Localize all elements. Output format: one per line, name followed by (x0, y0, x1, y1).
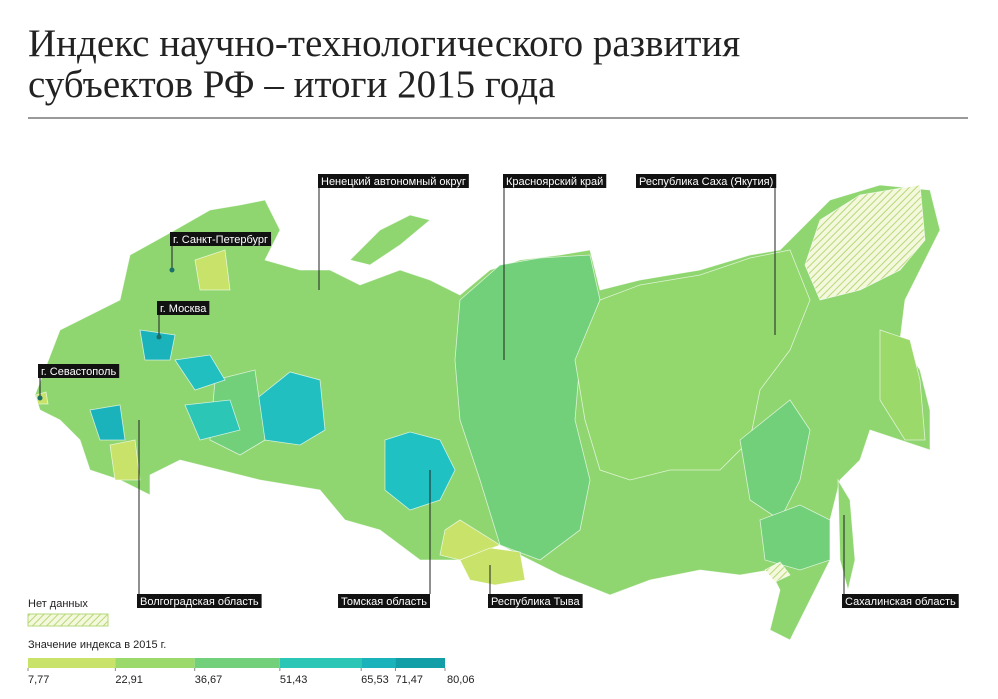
callout-label: г. Москва (160, 303, 207, 315)
scale-label: 80,06 (447, 674, 475, 686)
region (879, 329, 926, 441)
no-data-label: Нет данных (28, 598, 88, 610)
callout-label: Красноярский край (506, 176, 603, 188)
scale-title: Значение индекса в 2015 г. (28, 639, 166, 651)
no-data-swatch (27, 613, 109, 627)
region (194, 249, 231, 291)
callout-label: г. Севастополь (41, 366, 116, 378)
callout-label: Томская область (341, 596, 427, 608)
region (184, 399, 241, 441)
label-box (170, 232, 272, 246)
callout-label: Республика Тыва (491, 596, 581, 608)
region (739, 399, 811, 521)
region (139, 329, 176, 361)
scale-label: 65,53 (361, 674, 389, 686)
region (384, 431, 456, 511)
region (454, 254, 601, 561)
scale-label: 71,47 (395, 674, 423, 686)
callout-label: г. Санкт-Петербург (173, 234, 268, 246)
callout-label: Сахалинская область (845, 596, 956, 608)
title-line: субъектов РФ – итоги 2015 года (28, 63, 555, 106)
label-box (338, 594, 430, 608)
region (764, 561, 791, 583)
point (169, 267, 175, 273)
point (37, 395, 43, 401)
label-box (503, 174, 607, 188)
scale-label: 36,67 (195, 674, 223, 686)
map (34, 184, 941, 641)
region (174, 354, 226, 391)
callout-label: Волгоградская область (140, 596, 259, 608)
scale-segment (194, 658, 280, 668)
scale-label: 22,91 (115, 674, 143, 686)
scale-segment (115, 658, 195, 668)
scale-segment (28, 658, 116, 668)
region (349, 214, 431, 266)
region (109, 439, 141, 481)
callouts: Ненецкий автономный округ Красноярский кр… (37, 174, 959, 608)
label-box (38, 364, 120, 378)
label-box (488, 594, 583, 608)
legend: Нет данных Значение индекса в 2015 г. 7,… (27, 598, 475, 686)
scale-segment (279, 658, 362, 668)
label-box (318, 174, 469, 188)
scale-segment (395, 658, 445, 668)
region (89, 404, 126, 441)
title-line: Индекс научно-технологического развития (28, 22, 740, 65)
callout-label: Республика Саха (Якутия) (639, 176, 773, 188)
label-box (636, 174, 777, 188)
label-box (157, 301, 210, 315)
region (804, 184, 926, 301)
label-box (842, 594, 959, 608)
scale-label: 51,43 (280, 674, 308, 686)
region (837, 478, 856, 591)
scale-label: 7,77 (28, 674, 49, 686)
region (759, 504, 831, 571)
callout-label: Ненецкий автономный округ (321, 176, 466, 188)
region (574, 249, 811, 481)
scale-segment (361, 658, 396, 668)
region (459, 547, 526, 586)
label-box (137, 594, 262, 608)
point (156, 334, 162, 340)
